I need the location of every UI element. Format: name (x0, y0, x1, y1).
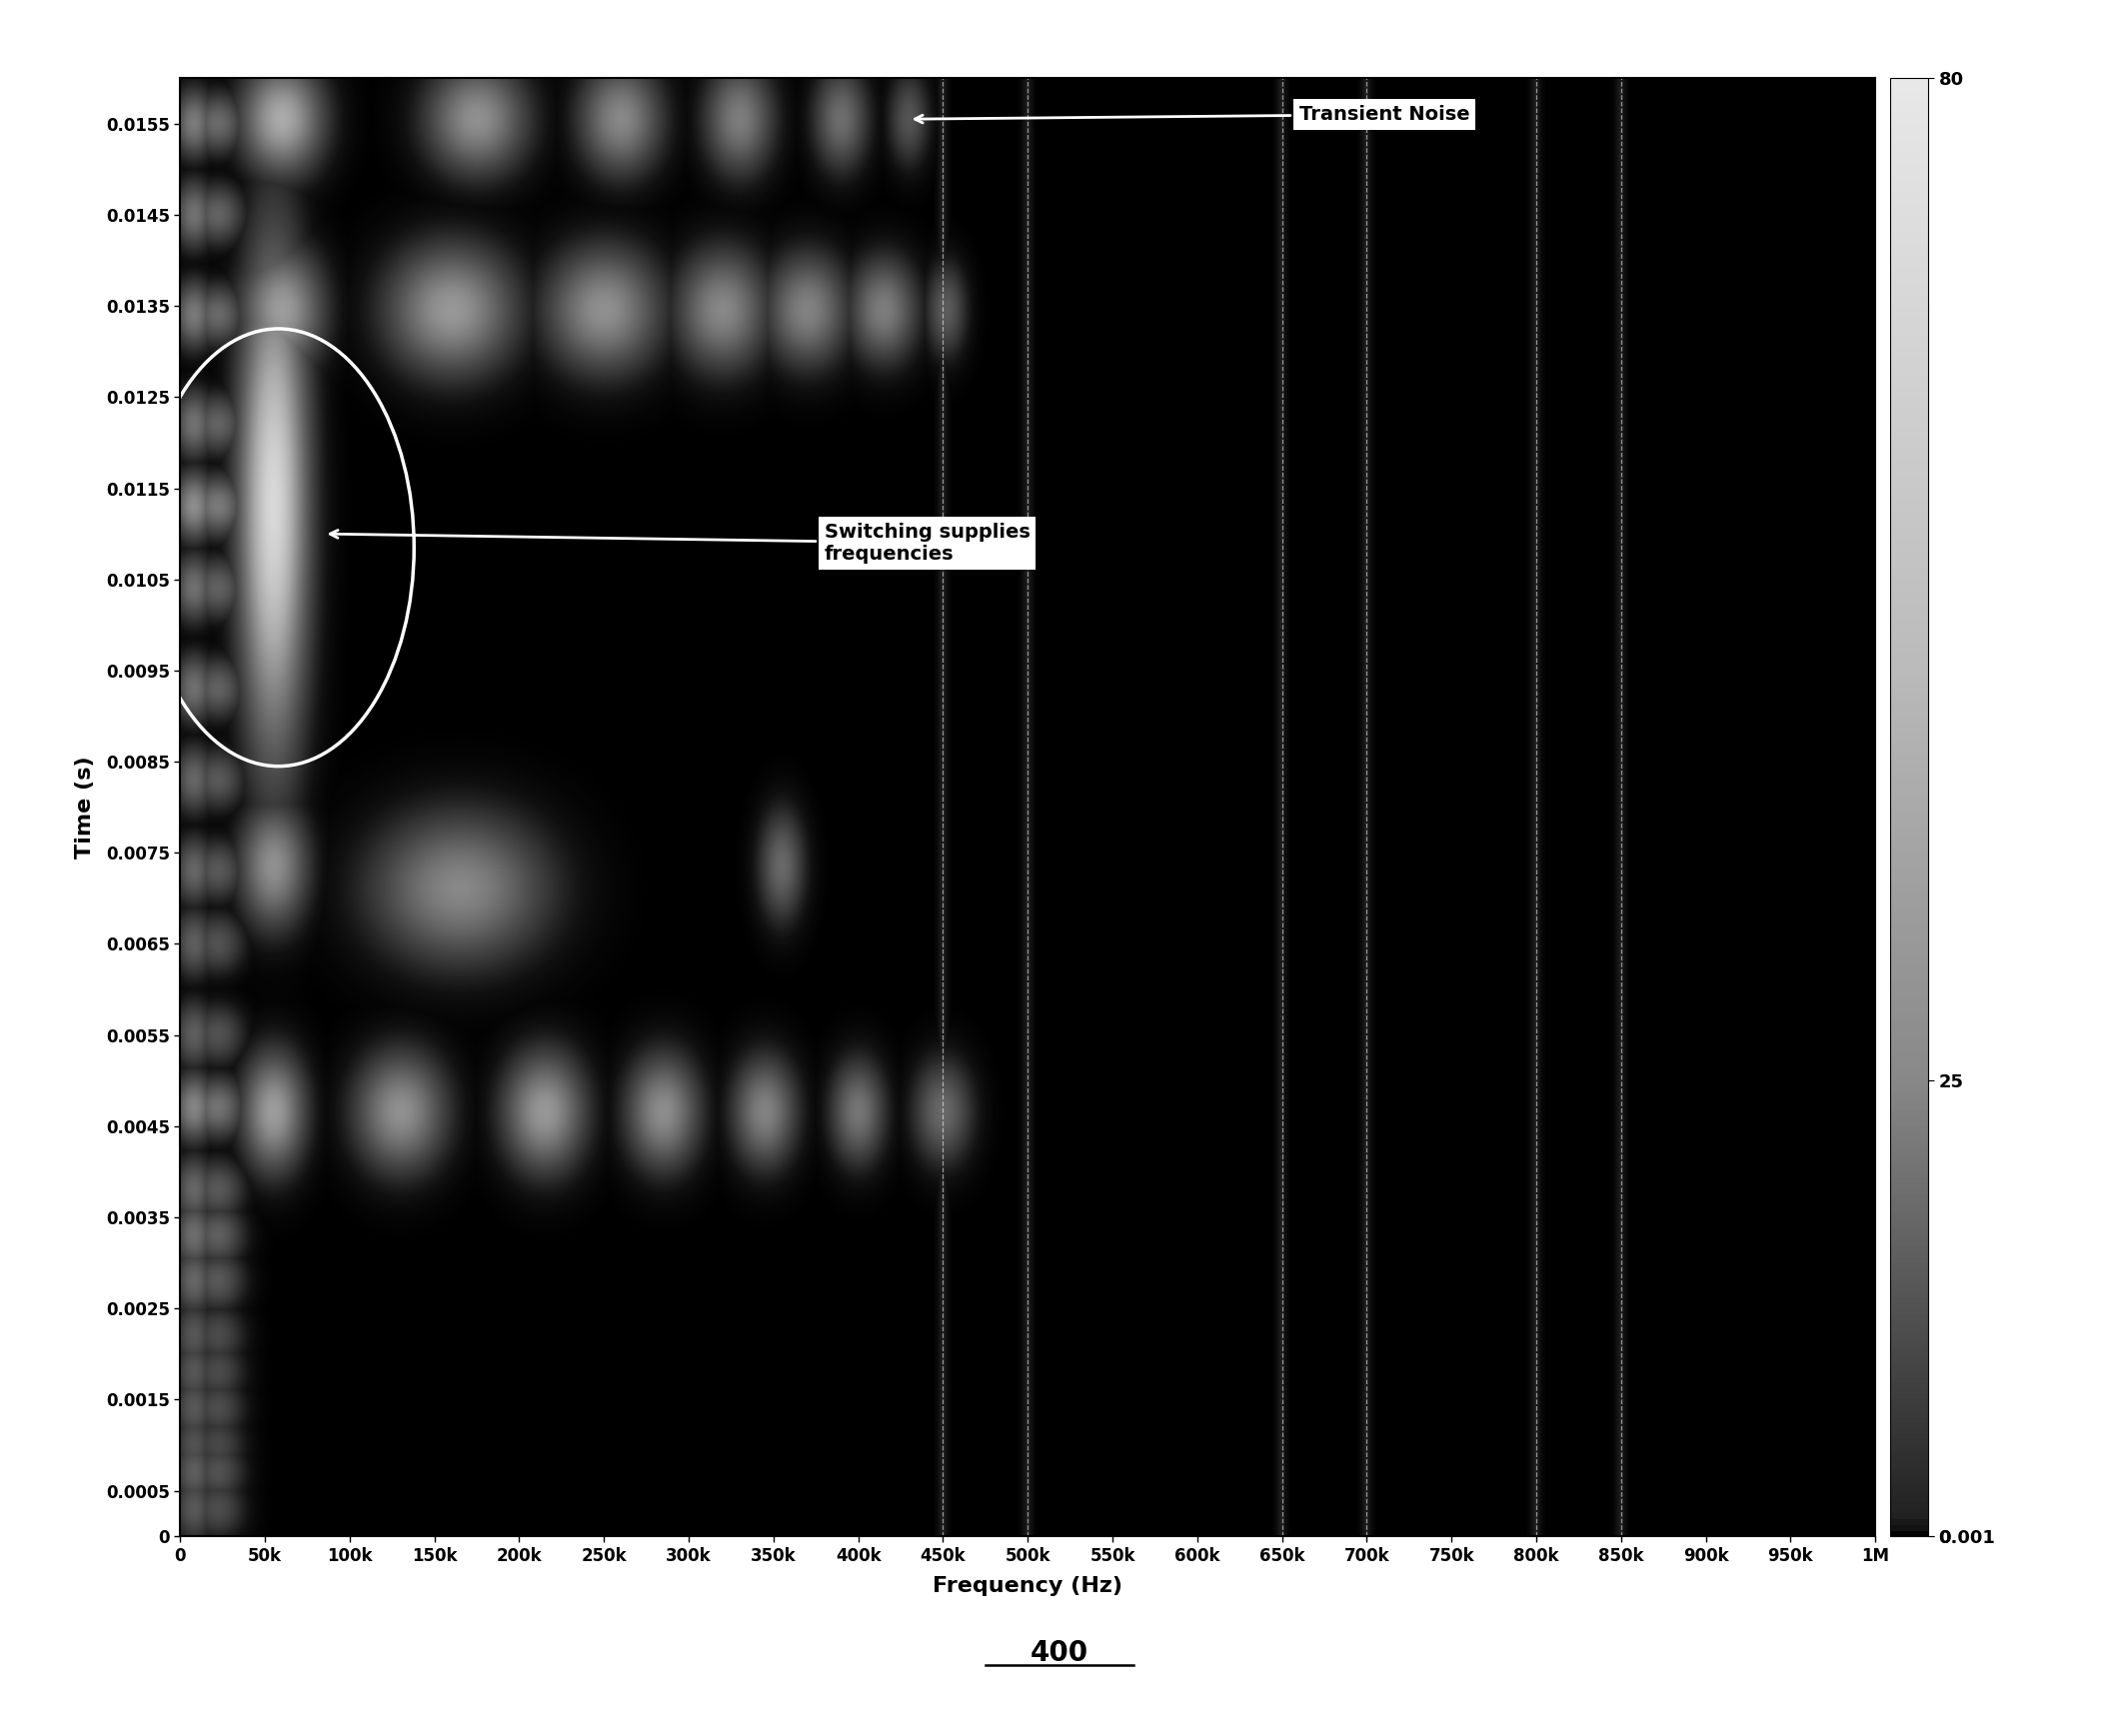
Text: Transient Noise: Transient Noise (915, 106, 1468, 123)
Text: Switching supplies
frequencies: Switching supplies frequencies (331, 523, 1030, 564)
X-axis label: Frequency (Hz): Frequency (Hz) (932, 1576, 1123, 1595)
Y-axis label: Time (s): Time (s) (74, 755, 95, 859)
Text: 400: 400 (1030, 1639, 1089, 1667)
